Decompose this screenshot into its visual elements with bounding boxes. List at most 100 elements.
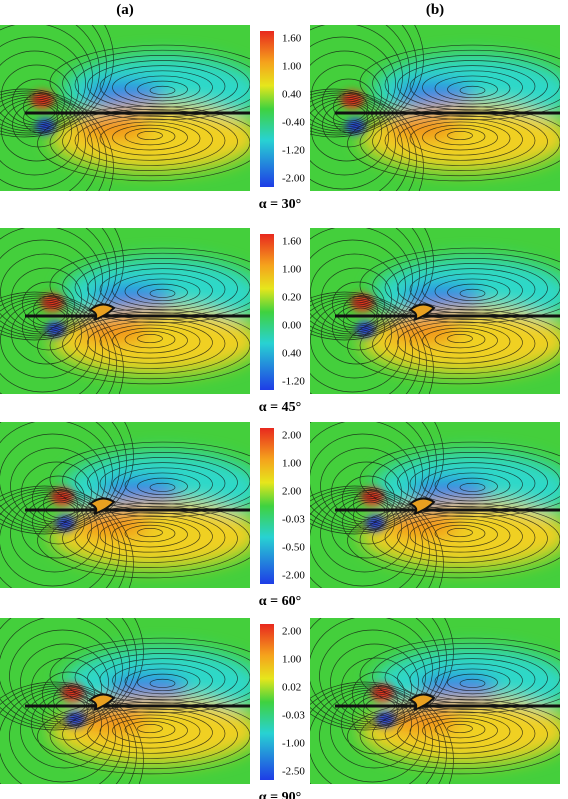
contour xyxy=(0,228,110,337)
contour xyxy=(137,80,188,99)
contour xyxy=(87,515,213,558)
contour xyxy=(74,708,226,759)
contour xyxy=(49,247,250,324)
pressure-region xyxy=(360,697,560,765)
contour xyxy=(20,643,109,721)
contour xyxy=(112,521,188,548)
contour xyxy=(112,467,213,502)
contour xyxy=(310,489,430,588)
contour-lines xyxy=(310,228,560,394)
contour xyxy=(0,618,130,727)
contour xyxy=(49,441,250,518)
contour xyxy=(87,118,213,161)
contour xyxy=(11,303,82,365)
contour-lines xyxy=(0,618,250,784)
contour xyxy=(310,681,454,784)
contour xyxy=(434,720,486,739)
contour xyxy=(310,618,447,729)
contour xyxy=(112,124,188,151)
contour xyxy=(409,121,511,156)
contour xyxy=(310,88,424,191)
contour xyxy=(11,267,82,329)
contour xyxy=(87,711,213,754)
contour xyxy=(409,658,536,701)
vortex xyxy=(88,497,116,515)
contour xyxy=(397,711,523,754)
field-blobs xyxy=(50,54,250,172)
contour xyxy=(0,487,127,588)
contour-lines xyxy=(0,228,250,394)
contour xyxy=(409,714,511,749)
contour xyxy=(20,691,109,769)
contour xyxy=(0,422,134,535)
contour xyxy=(0,25,114,138)
contour xyxy=(99,268,226,311)
contour xyxy=(330,643,419,721)
contour xyxy=(99,324,201,359)
contour xyxy=(0,96,86,190)
contour xyxy=(74,115,226,166)
contour xyxy=(310,422,437,533)
contour xyxy=(137,673,188,692)
contour xyxy=(0,685,130,784)
colorbar-label: 0.02 xyxy=(282,682,301,694)
contour xyxy=(447,724,473,734)
colorbar-label: 1.00 xyxy=(282,61,302,73)
colorbar-label: 1.00 xyxy=(282,654,302,666)
contour xyxy=(459,85,486,95)
contour xyxy=(321,303,392,365)
contour xyxy=(310,90,417,191)
contour xyxy=(0,618,123,725)
colorbar-label: 1.60 xyxy=(282,236,302,248)
contour xyxy=(359,312,560,380)
contour xyxy=(99,65,226,108)
contour xyxy=(99,714,201,749)
contour xyxy=(397,653,548,704)
contour xyxy=(310,299,406,393)
contour xyxy=(37,698,250,775)
contour xyxy=(310,50,389,128)
contour-lines xyxy=(0,25,250,191)
contour xyxy=(310,92,410,191)
contour xyxy=(434,330,486,349)
contour xyxy=(0,25,93,132)
contour xyxy=(49,637,250,714)
contour xyxy=(359,506,560,574)
contour xyxy=(409,65,536,108)
contour xyxy=(310,228,427,339)
contour xyxy=(310,433,416,527)
contour-panel xyxy=(310,228,560,394)
contour xyxy=(74,318,226,369)
contour xyxy=(422,717,498,744)
colorbar xyxy=(260,624,274,780)
contour xyxy=(137,528,163,538)
contour xyxy=(137,724,163,734)
contour xyxy=(372,446,560,514)
contour xyxy=(0,228,103,335)
colorbar xyxy=(260,234,274,390)
contour-panel xyxy=(310,618,560,784)
contour xyxy=(331,461,402,523)
contour xyxy=(447,283,498,302)
field-blobs xyxy=(360,54,560,172)
contour xyxy=(459,678,486,688)
contour xyxy=(0,297,103,394)
contour xyxy=(49,109,250,177)
contour xyxy=(310,685,440,784)
contour xyxy=(310,683,447,784)
contour xyxy=(310,487,437,588)
vortex xyxy=(408,497,436,515)
contour xyxy=(359,109,560,177)
contour xyxy=(0,485,134,588)
contour xyxy=(310,687,433,784)
contour xyxy=(384,115,536,166)
contour xyxy=(10,495,99,573)
contour-panel xyxy=(310,25,560,191)
contour xyxy=(87,321,213,364)
contour xyxy=(0,239,96,333)
pressure-region xyxy=(50,307,250,375)
contour xyxy=(62,446,250,514)
contour xyxy=(310,493,416,587)
contour xyxy=(0,299,96,393)
contour xyxy=(397,263,548,314)
